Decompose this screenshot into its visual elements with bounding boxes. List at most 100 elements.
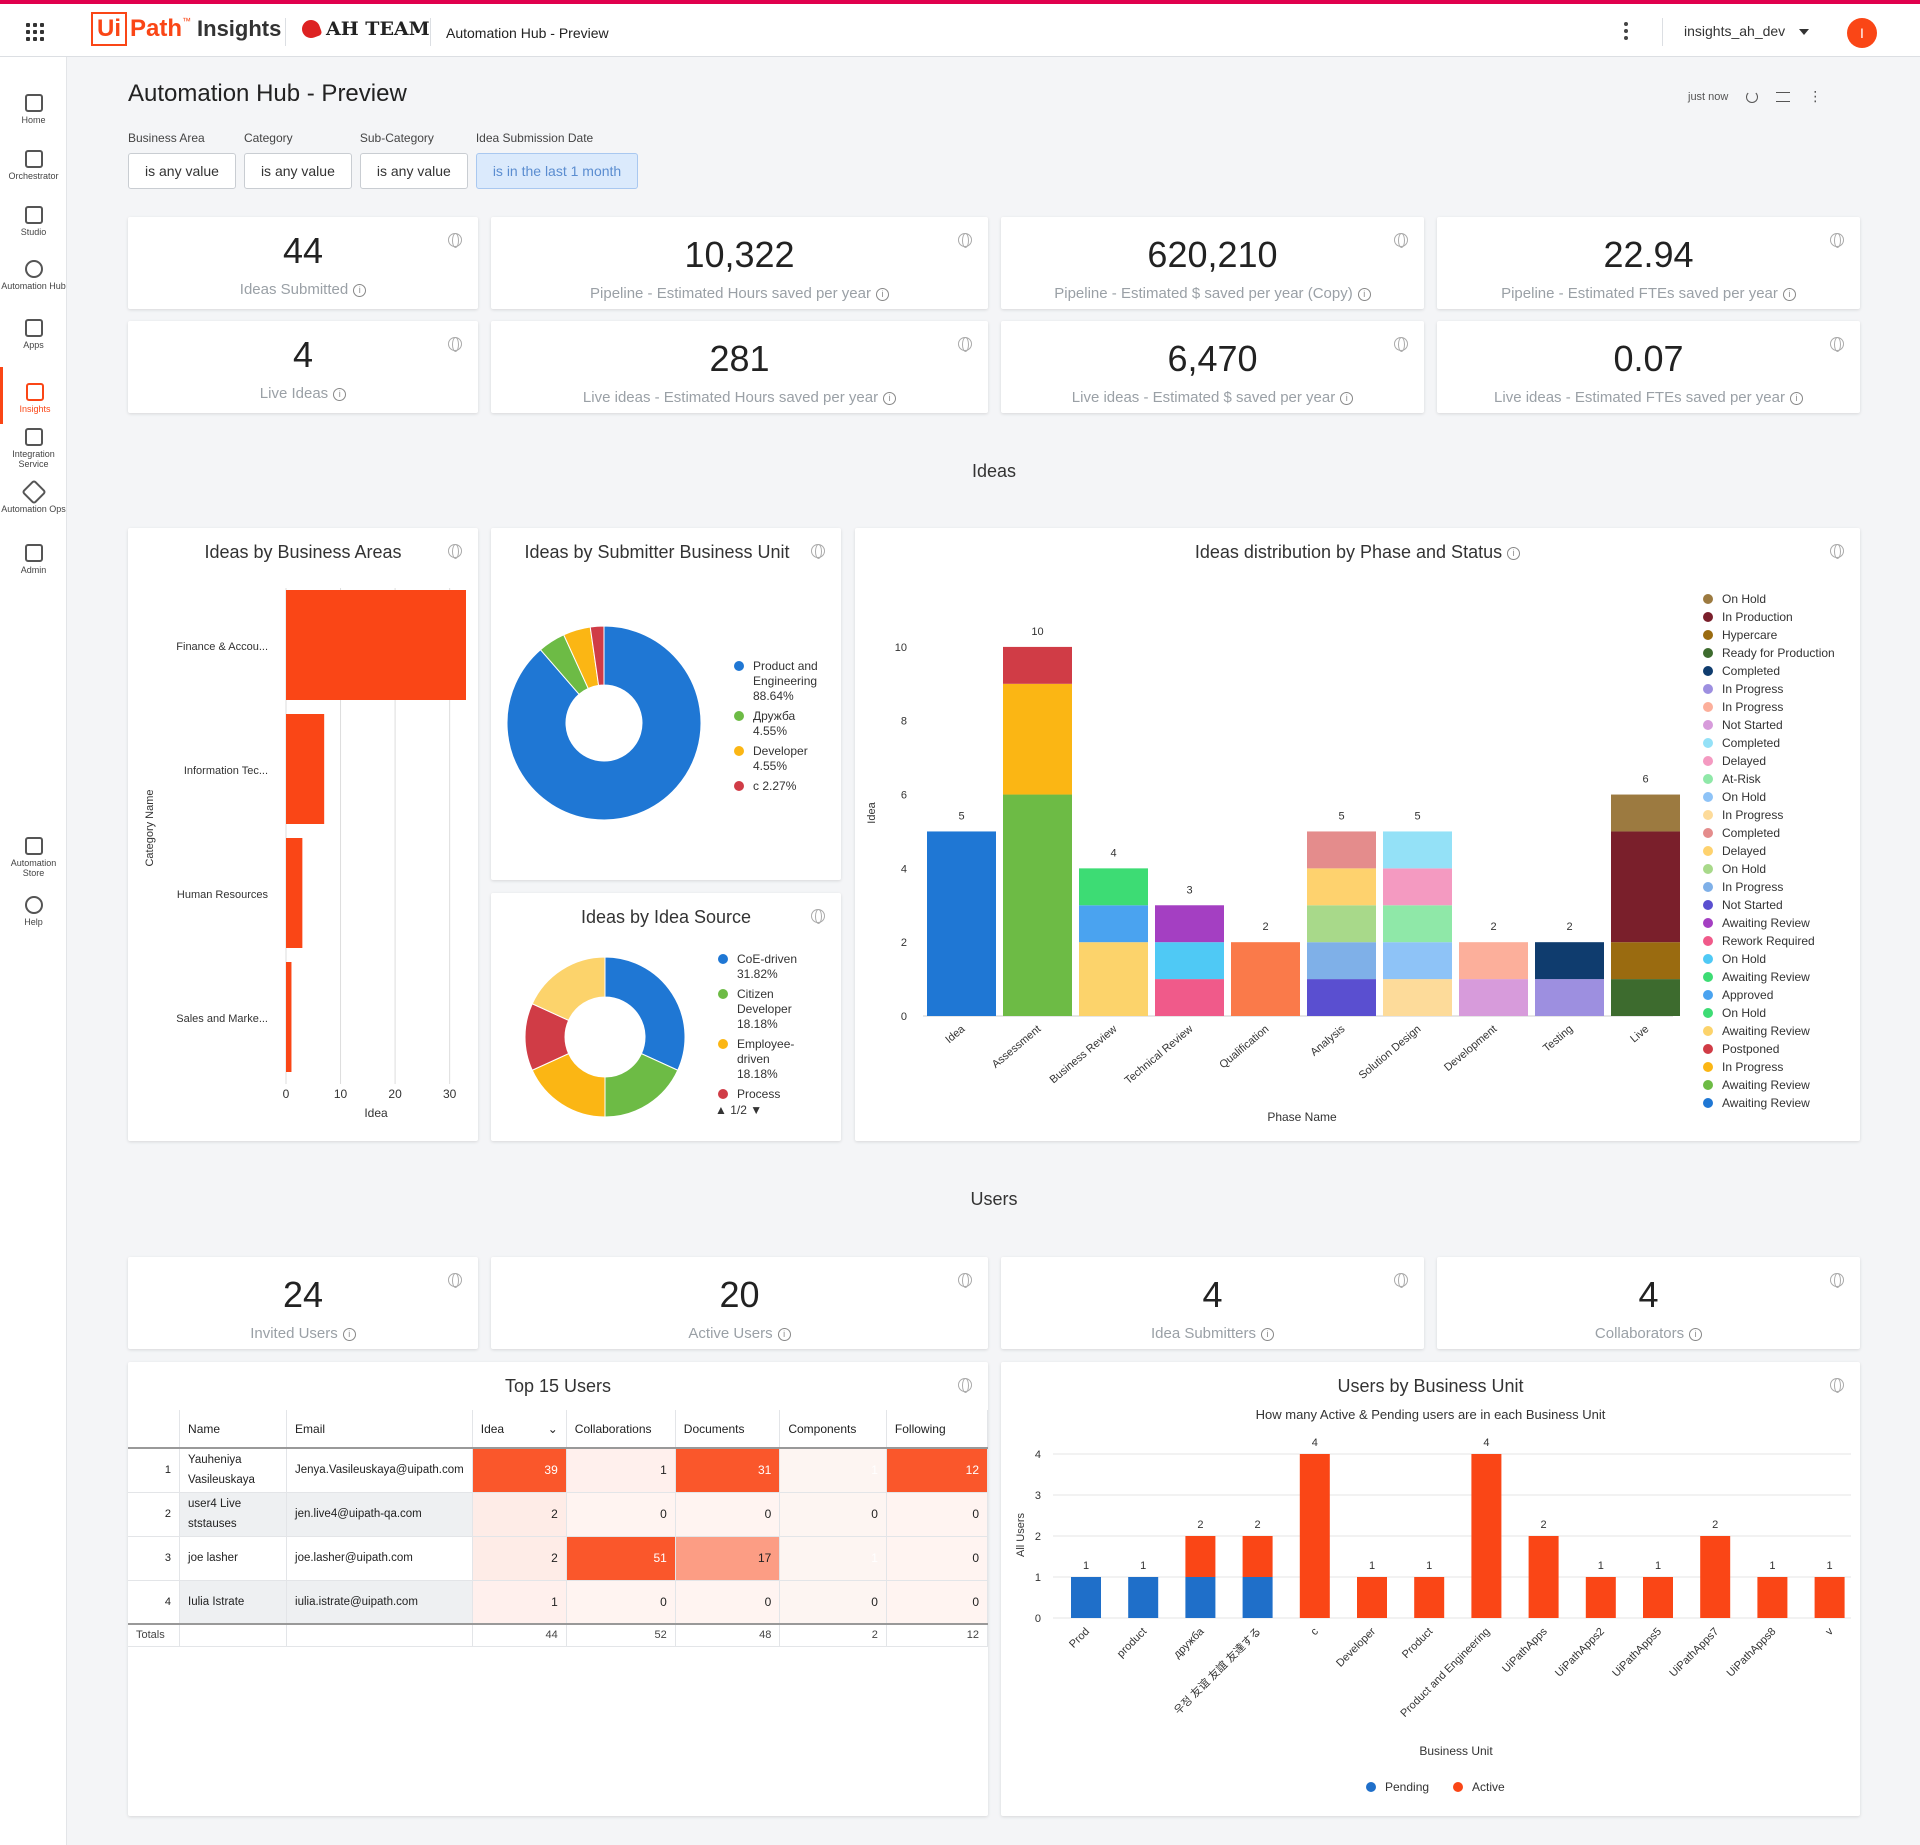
globe-icon[interactable] xyxy=(958,1378,972,1393)
legend-label[interactable]: Awaiting Review xyxy=(1722,1096,1810,1110)
legend-label[interactable]: On Hold xyxy=(1722,952,1766,966)
bar-segment[interactable] xyxy=(1471,1454,1502,1618)
legend-label[interactable]: In Progress xyxy=(1722,682,1783,696)
legend-label[interactable]: In Progress xyxy=(1722,700,1783,714)
legend-label[interactable]: On Hold xyxy=(1722,790,1766,804)
info-icon[interactable]: i xyxy=(353,283,367,297)
bar-segment[interactable] xyxy=(1003,646,1072,684)
bar-segment[interactable] xyxy=(1383,979,1452,1016)
bar-segment[interactable] xyxy=(1757,1577,1788,1618)
bar-segment[interactable] xyxy=(1155,979,1224,1016)
legend-label[interactable]: Awaiting Review xyxy=(1722,916,1810,930)
legend-label[interactable]: At-Risk xyxy=(1722,772,1762,786)
globe-icon[interactable] xyxy=(1394,233,1408,248)
filter-icon[interactable] xyxy=(1776,91,1791,102)
bar-segment[interactable] xyxy=(1307,868,1376,906)
bar-segment[interactable] xyxy=(1611,831,1680,943)
sidebar-item-apps[interactable]: Apps xyxy=(0,319,67,350)
sidebar-item-integration-service[interactable]: Integration Service xyxy=(0,428,67,469)
kpi-pipeline-ftes[interactable]: 22.94 Pipeline - Estimated FTEs saved per… xyxy=(1437,217,1860,309)
info-icon[interactable]: i xyxy=(1507,546,1521,560)
bar-segment[interactable] xyxy=(1611,794,1680,832)
legend-label[interactable]: Pending xyxy=(1385,1780,1429,1794)
column-header-collaborations[interactable]: Collaborations xyxy=(566,1410,676,1449)
table-row[interactable]: 4 Iulia Istrate iulia.istrate@uipath.com 1 0… xyxy=(128,1580,988,1625)
globe-icon[interactable] xyxy=(1830,1378,1844,1393)
sidebar-item-studio[interactable]: Studio xyxy=(0,206,67,237)
kpi-collaborators[interactable]: 4 Collaborators i xyxy=(1437,1257,1860,1349)
legend-label[interactable]: Rework Required xyxy=(1722,934,1815,948)
bar-segment[interactable] xyxy=(1231,942,1300,1016)
bar-segment[interactable] xyxy=(1814,1577,1845,1618)
pie-slice[interactable] xyxy=(506,625,702,821)
bar-segment[interactable] xyxy=(1242,1536,1273,1577)
info-icon[interactable]: i xyxy=(777,1327,791,1341)
avatar[interactable]: I xyxy=(1847,18,1877,48)
info-icon[interactable]: i xyxy=(333,387,347,401)
globe-icon[interactable] xyxy=(811,544,825,559)
legend-label[interactable]: Active xyxy=(1472,1780,1505,1794)
legend-label[interactable]: In Progress xyxy=(1722,880,1783,894)
globe-icon[interactable] xyxy=(448,1273,462,1288)
bar-segment[interactable] xyxy=(1611,942,1680,980)
globe-icon[interactable] xyxy=(448,233,462,248)
legend-label[interactable]: In Progress xyxy=(1722,1060,1783,1074)
bar-segment[interactable] xyxy=(1700,1536,1731,1618)
bar-segment[interactable] xyxy=(1299,1454,1330,1618)
bar-segment[interactable] xyxy=(1079,942,1148,1016)
bar-segment[interactable] xyxy=(1383,831,1452,869)
breadcrumb[interactable]: Automation Hub - Preview xyxy=(446,25,609,41)
app-launcher-icon[interactable] xyxy=(26,23,44,41)
kpi-pipeline-dollars[interactable]: 620,210 Pipeline - Estimated $ saved per … xyxy=(1001,217,1424,309)
legend-label[interactable]: Awaiting Review xyxy=(1722,970,1810,984)
bar-segment[interactable] xyxy=(1003,794,1072,1016)
legend-label[interactable]: Awaiting Review xyxy=(1722,1024,1810,1038)
legend-label[interactable]: Approved xyxy=(1722,988,1773,1002)
kpi-pipeline-hours[interactable]: 10,322 Pipeline - Estimated Hours saved p… xyxy=(491,217,988,309)
bar-segment[interactable] xyxy=(1003,683,1072,795)
globe-icon[interactable] xyxy=(958,1273,972,1288)
kpi-ideas-submitted[interactable]: 44 Ideas Submitted i xyxy=(128,217,478,309)
bar-segment[interactable] xyxy=(1079,868,1148,906)
bar-segment[interactable] xyxy=(1128,1577,1159,1618)
more-options-icon[interactable] xyxy=(1624,22,1628,43)
uipath-insights-logo[interactable]: Ui Path ™ Insights xyxy=(91,11,281,47)
column-header-documents[interactable]: Documents xyxy=(675,1410,781,1449)
bar-segment[interactable] xyxy=(1383,942,1452,980)
sidebar-item-help[interactable]: Help xyxy=(0,896,67,927)
legend-label[interactable]: In Production xyxy=(1722,610,1793,624)
bar-segment[interactable] xyxy=(1242,1577,1273,1618)
globe-icon[interactable] xyxy=(1830,337,1844,352)
legend-label[interactable]: On Hold xyxy=(1722,1006,1766,1020)
legend-label[interactable]: In Progress xyxy=(1722,808,1783,822)
info-icon[interactable]: i xyxy=(875,287,889,301)
bar-segment[interactable] xyxy=(1528,1536,1559,1618)
bar[interactable] xyxy=(286,590,466,700)
bar-segment[interactable] xyxy=(1307,942,1376,980)
bar-segment[interactable] xyxy=(1611,979,1680,1016)
bar-segment[interactable] xyxy=(1535,942,1604,980)
refresh-icon[interactable] xyxy=(1746,90,1759,103)
column-header-name[interactable]: Name xyxy=(179,1410,288,1449)
table-row[interactable]: 1 Yauheniya Vasileuskaya Jenya.Vasileuskay… xyxy=(128,1448,988,1493)
legend-label[interactable]: On Hold xyxy=(1722,862,1766,876)
legend-label[interactable]: Ready for Production xyxy=(1722,646,1835,660)
globe-icon[interactable] xyxy=(448,544,462,559)
legend-label[interactable]: Hypercare xyxy=(1722,628,1778,642)
column-header-idea[interactable]: Idea ⌄ xyxy=(472,1410,567,1449)
pie-slice[interactable] xyxy=(604,956,686,1071)
kpi-live-ftes[interactable]: 0.07 Live ideas - Estimated FTEs saved pe… xyxy=(1437,321,1860,413)
bar-segment[interactable] xyxy=(1459,942,1528,980)
legend-label[interactable]: Completed xyxy=(1722,826,1780,840)
sidebar-item-automation-hub[interactable]: Automation Hub xyxy=(0,260,67,291)
globe-icon[interactable] xyxy=(958,233,972,248)
bar-segment[interactable] xyxy=(1079,905,1148,943)
sidebar-item-admin[interactable]: Admin xyxy=(0,544,67,575)
sidebar-item-insights[interactable]: Insights xyxy=(0,367,67,424)
bar-segment[interactable] xyxy=(927,831,996,1016)
column-header-components[interactable]: Components xyxy=(779,1410,887,1449)
globe-icon[interactable] xyxy=(1830,544,1844,559)
bar-segment[interactable] xyxy=(1383,905,1452,943)
sidebar-item-automation-store[interactable]: Automation Store xyxy=(0,837,67,878)
legend-label[interactable]: On Hold xyxy=(1722,592,1766,606)
